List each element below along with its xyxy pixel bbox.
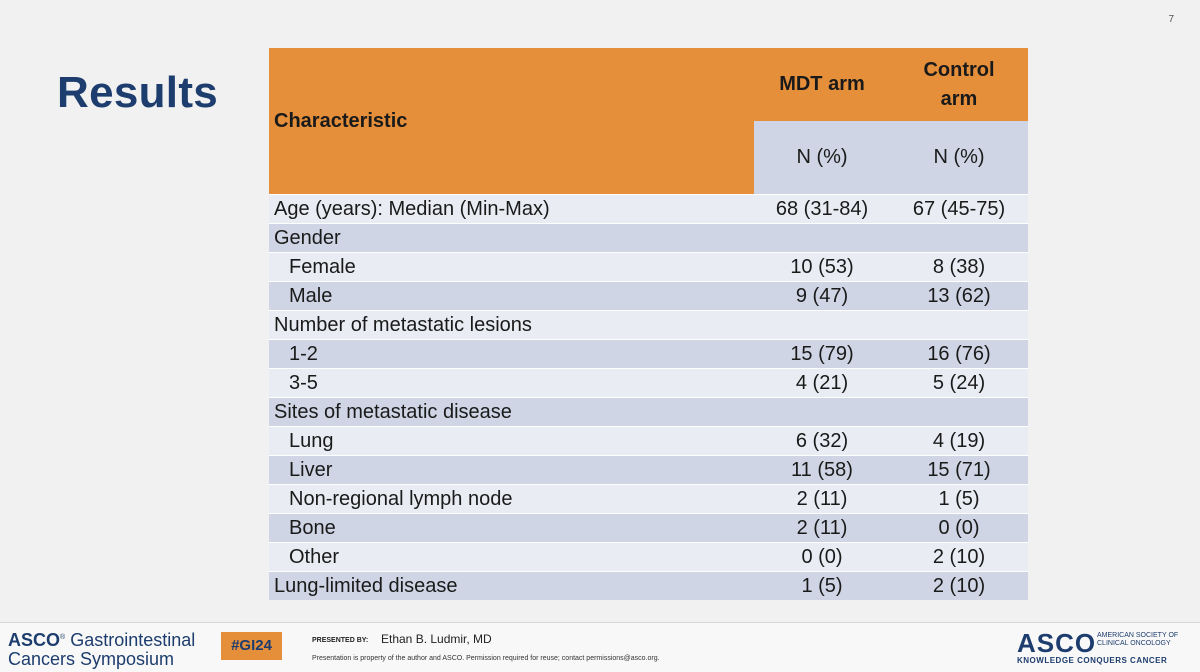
row-label: Non-regional lymph node (269, 484, 754, 514)
table-row: Number of metastatic lesions (269, 310, 1028, 340)
row-label: 3-5 (269, 368, 754, 398)
header-mdt-arm: MDT arm (754, 48, 890, 121)
row-mdt-value (754, 223, 890, 253)
table-row: Bone 2 (11) 0 (0) (269, 513, 1028, 543)
table-row: Age (years): Median (Min-Max) 68 (31-84) 6… (269, 194, 1028, 224)
table-row: Sites of metastatic disease (269, 397, 1028, 427)
row-label: Female (269, 252, 754, 282)
header-control-arm-text: Control arm (923, 58, 995, 110)
row-label: Sites of metastatic disease (269, 397, 754, 427)
header-control-unit: N (%) (890, 121, 1028, 195)
row-mdt-value: 9 (47) (754, 281, 890, 311)
asco-tagline: KNOWLEDGE CONQUERS CANCER (1017, 656, 1168, 665)
asco-brand: ASCO (8, 630, 61, 650)
row-control-value: 16 (76) (890, 339, 1028, 369)
table-row: Male 9 (47) 13 (62) (269, 281, 1028, 311)
row-control-value: 15 (71) (890, 455, 1028, 485)
row-mdt-value: 4 (21) (754, 368, 890, 398)
row-control-value: 8 (38) (890, 252, 1028, 282)
row-control-value: 5 (24) (890, 368, 1028, 398)
row-mdt-value: 2 (11) (754, 484, 890, 514)
table-row: 3-5 4 (21) 5 (24) (269, 368, 1028, 398)
symposium-logo: ASCO® Gastrointestinal Cancers Symposium (8, 630, 196, 669)
row-control-value: 4 (19) (890, 426, 1028, 456)
table-row: Lung 6 (32) 4 (19) (269, 426, 1028, 456)
footer-bar (0, 622, 1200, 672)
row-label: Other (269, 542, 754, 572)
row-label: Bone (269, 513, 754, 543)
symposium-line2: Cancers Symposium (8, 649, 175, 669)
slide-title: Results (57, 68, 219, 117)
header-control-arm: Control arm (890, 48, 1028, 121)
row-label: Lung (269, 426, 754, 456)
row-label: Lung-limited disease (269, 571, 754, 600)
row-control-value: 67 (45-75) (890, 194, 1028, 224)
row-mdt-value (754, 310, 890, 340)
table-row: Lung-limited disease 1 (5) 2 (10) (269, 571, 1028, 600)
row-mdt-value: 1 (5) (754, 571, 890, 600)
table-row: Liver 11 (58) 15 (71) (269, 455, 1028, 485)
row-label: Male (269, 281, 754, 311)
header-characteristic: Characteristic (269, 48, 754, 195)
table-row: 1-2 15 (79) 16 (76) (269, 339, 1028, 369)
row-mdt-value: 6 (32) (754, 426, 890, 456)
disclaimer-text: Presentation is property of the author a… (312, 655, 660, 662)
row-label: Age (years): Median (Min-Max) (269, 194, 754, 224)
row-control-value (890, 397, 1028, 427)
row-control-value: 2 (10) (890, 571, 1028, 600)
row-control-value: 13 (62) (890, 281, 1028, 311)
row-label: Liver (269, 455, 754, 485)
results-table: Characteristic MDT arm Control arm N (%)… (269, 48, 1028, 600)
row-mdt-value: 68 (31-84) (754, 194, 890, 224)
row-control-value: 1 (5) (890, 484, 1028, 514)
row-control-value (890, 223, 1028, 253)
row-label: Gender (269, 223, 754, 253)
presenter-name: Ethan B. Ludmir, MD (381, 632, 492, 646)
row-mdt-value (754, 397, 890, 427)
row-control-value: 2 (10) (890, 542, 1028, 572)
table-row: Gender (269, 223, 1028, 253)
table-row: Other 0 (0) 2 (10) (269, 542, 1028, 572)
hashtag-badge: #GI24 (221, 632, 282, 660)
row-mdt-value: 0 (0) (754, 542, 890, 572)
row-control-value (890, 310, 1028, 340)
row-mdt-value: 2 (11) (754, 513, 890, 543)
header-mdt-unit: N (%) (754, 121, 890, 195)
row-mdt-value: 10 (53) (754, 252, 890, 282)
row-control-value: 0 (0) (890, 513, 1028, 543)
symposium-line1: Gastrointestinal (70, 630, 196, 650)
row-label: 1-2 (269, 339, 754, 369)
row-label: Number of metastatic lesions (269, 310, 754, 340)
slide-number: 7 (1168, 14, 1174, 25)
presented-by-label: PRESENTED BY: (312, 637, 369, 644)
row-mdt-value: 15 (79) (754, 339, 890, 369)
asco-logo: ASCO (1017, 628, 1097, 658)
table-row: Non-regional lymph node 2 (11) 1 (5) (269, 484, 1028, 514)
table-row: Female 10 (53) 8 (38) (269, 252, 1028, 282)
society-name: AMERICAN SOCIETY OF CLINICAL ONCOLOGY (1097, 632, 1179, 647)
row-mdt-value: 11 (58) (754, 455, 890, 485)
